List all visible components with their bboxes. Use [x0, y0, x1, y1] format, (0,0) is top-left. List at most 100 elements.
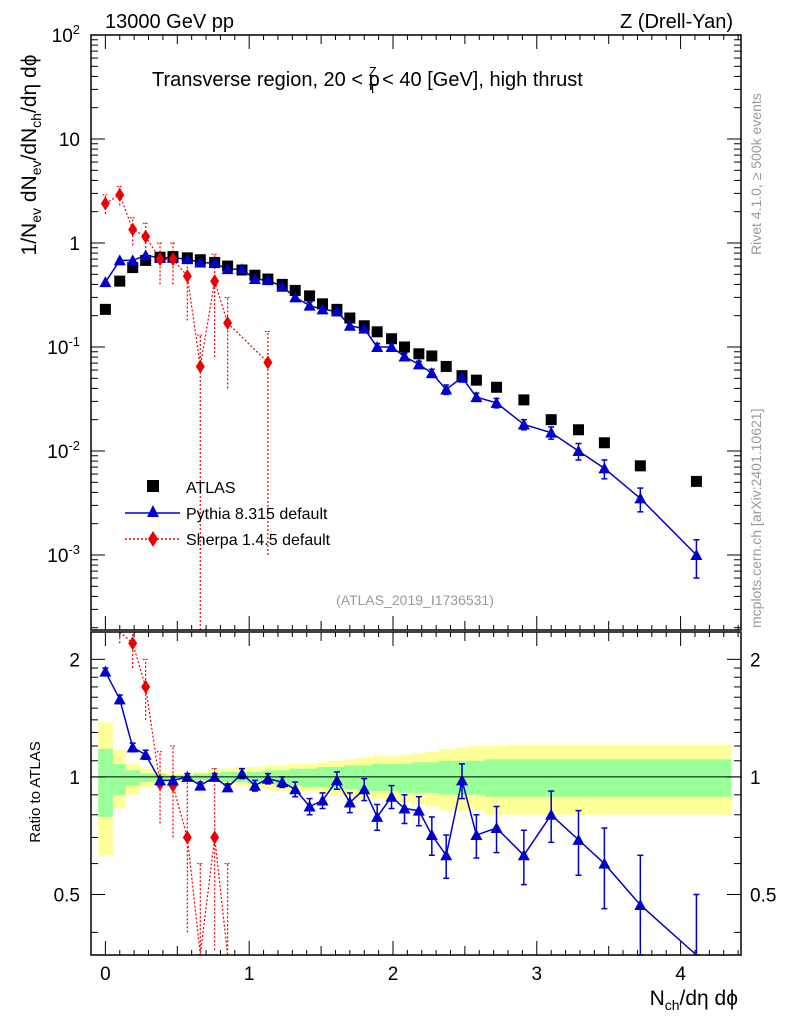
- atlas-point: [99, 303, 111, 315]
- pythia-point: [456, 371, 469, 383]
- pythia-point: [181, 253, 194, 265]
- pythia-point: [490, 396, 503, 408]
- pythia-ratio-point: [343, 796, 356, 808]
- xlabel-ch: ch: [665, 997, 680, 1013]
- atlas-point: [690, 475, 702, 487]
- sherpa-ratio-point: [141, 679, 151, 694]
- legend-pythia-marker: [147, 505, 159, 517]
- pythia-ratio-point: [385, 790, 398, 802]
- pythia-ratio-point: [398, 802, 411, 814]
- atlas-point: [140, 254, 152, 266]
- sherpa-point: [195, 359, 205, 374]
- pythia-point: [316, 303, 329, 315]
- atlas-point: [304, 290, 316, 302]
- pythia-ratio-point: [634, 898, 647, 910]
- region-title-sub: T: [369, 81, 377, 96]
- sherpa-point: [223, 316, 233, 331]
- xtick-label: 1: [244, 964, 255, 985]
- sherpa-point: [128, 222, 138, 237]
- legend-sherpa-marker: [148, 531, 158, 547]
- sherpa-point: [115, 187, 125, 202]
- sherpa-point: [100, 196, 110, 211]
- ratio-ytick-label: 1: [69, 768, 80, 789]
- xtick-label: 2: [388, 964, 399, 985]
- ratio-band-green: [564, 759, 592, 797]
- legend-atlas-marker: [147, 480, 159, 492]
- main-ytick-label: 10-3: [47, 542, 80, 567]
- ratio-ytick-label: 2: [69, 650, 80, 671]
- xlabel-n: N: [650, 987, 665, 1010]
- main-ytick-label: 10-1: [47, 334, 80, 359]
- region-title-tail: < 40 [GeV], high thrust: [377, 69, 584, 91]
- main-ytick-label: 1: [69, 234, 80, 255]
- legend-atlas-label: ATLAS: [186, 480, 236, 497]
- pythia-point: [139, 249, 152, 261]
- sherpa-ratio-point: [128, 636, 138, 651]
- pythia-ratio-point: [139, 748, 152, 760]
- pythia-ratio-point: [289, 783, 302, 795]
- atlas-point: [518, 394, 530, 406]
- ratio-plot-frame: [90, 631, 742, 956]
- main-ylabel-c: /dN: [18, 128, 41, 161]
- pythia-point: [261, 274, 274, 286]
- ratio-band-green: [661, 759, 732, 797]
- pythia-point: [221, 263, 234, 275]
- region-title-sup: Z: [369, 64, 377, 79]
- atlas-point: [114, 275, 126, 287]
- ratio-band-green: [485, 759, 510, 797]
- main-ytick-label: 10: [59, 130, 80, 151]
- sherpa-point: [155, 252, 165, 267]
- main-axis-ticks: 10-3 10-2 10-1 1 10 102: [47, 22, 741, 630]
- ratio-ylabel: Ratio to ATLAS: [27, 741, 44, 842]
- ratio-ytick-label-right: 2: [750, 650, 761, 671]
- main-ylabel: 1/Nev dNev/dNch/dη dϕ: [18, 55, 44, 256]
- pythia-ratio-point: [194, 779, 207, 791]
- pythia-point: [470, 391, 483, 403]
- pythia-point: [113, 254, 126, 266]
- ratio-band-green: [411, 762, 427, 793]
- pythia-ratio-point: [303, 800, 316, 812]
- ratio-band-green: [98, 748, 113, 817]
- xlabel-rest: /dη dϕ: [680, 987, 738, 1010]
- pythia-ratio-point: [261, 772, 274, 784]
- pythia-point: [634, 492, 647, 504]
- sherpa-point: [141, 229, 151, 244]
- pythia-ratio-point: [371, 810, 384, 822]
- pythia-ratio-point: [440, 849, 453, 861]
- pythia-ratio-point: [545, 808, 558, 820]
- sherpa-point: [182, 269, 192, 284]
- pythia-point: [517, 418, 530, 430]
- pythia-point: [545, 426, 558, 438]
- main-ylabel-a: 1/N: [18, 223, 41, 256]
- main-ytick-label: 102: [52, 22, 80, 47]
- atlas-point: [491, 381, 503, 393]
- pythia-ratio-point: [330, 774, 343, 786]
- pythia-ratio-point: [154, 774, 167, 786]
- sherpa-point: [168, 252, 178, 267]
- pythia-point: [358, 322, 371, 334]
- pythia-point: [440, 383, 453, 395]
- ratio-band-green: [302, 768, 318, 788]
- main-ylabel-ch: ch: [28, 113, 44, 128]
- xtick-label: 0: [100, 964, 111, 985]
- pythia-point: [330, 305, 343, 317]
- ratio-uncertainty-bands: [98, 722, 732, 856]
- side-label-top: Rivet 4.1.0, ≥ 500k events: [748, 93, 764, 255]
- main-panel: 10-3 10-2 10-1 1 10 102: [47, 22, 742, 631]
- pythia-point: [690, 548, 703, 560]
- pythia-ratio-point: [221, 781, 234, 793]
- pythia-ratio-point: [598, 857, 611, 869]
- pythia-ratio-point: [358, 783, 371, 795]
- pythia-point: [425, 367, 438, 379]
- pythia-ratio-point: [425, 829, 438, 841]
- analysis-id: (ATLAS_2019_I1736531): [336, 592, 494, 608]
- pythia-ratio-point: [456, 774, 469, 786]
- main-data-layer: [99, 185, 703, 630]
- pythia-point: [276, 280, 289, 292]
- legend-sherpa-label: Sherpa 1.4.5 default: [186, 532, 331, 549]
- main-ylabel-b: dN: [18, 175, 41, 208]
- pythia-ratio-point: [276, 776, 289, 788]
- ratio-band-green: [398, 763, 412, 793]
- side-label-bottom: mcplots.cern.ch [arXiv:2401.10621]: [748, 409, 764, 628]
- sherpa-ratio-point: [182, 830, 192, 845]
